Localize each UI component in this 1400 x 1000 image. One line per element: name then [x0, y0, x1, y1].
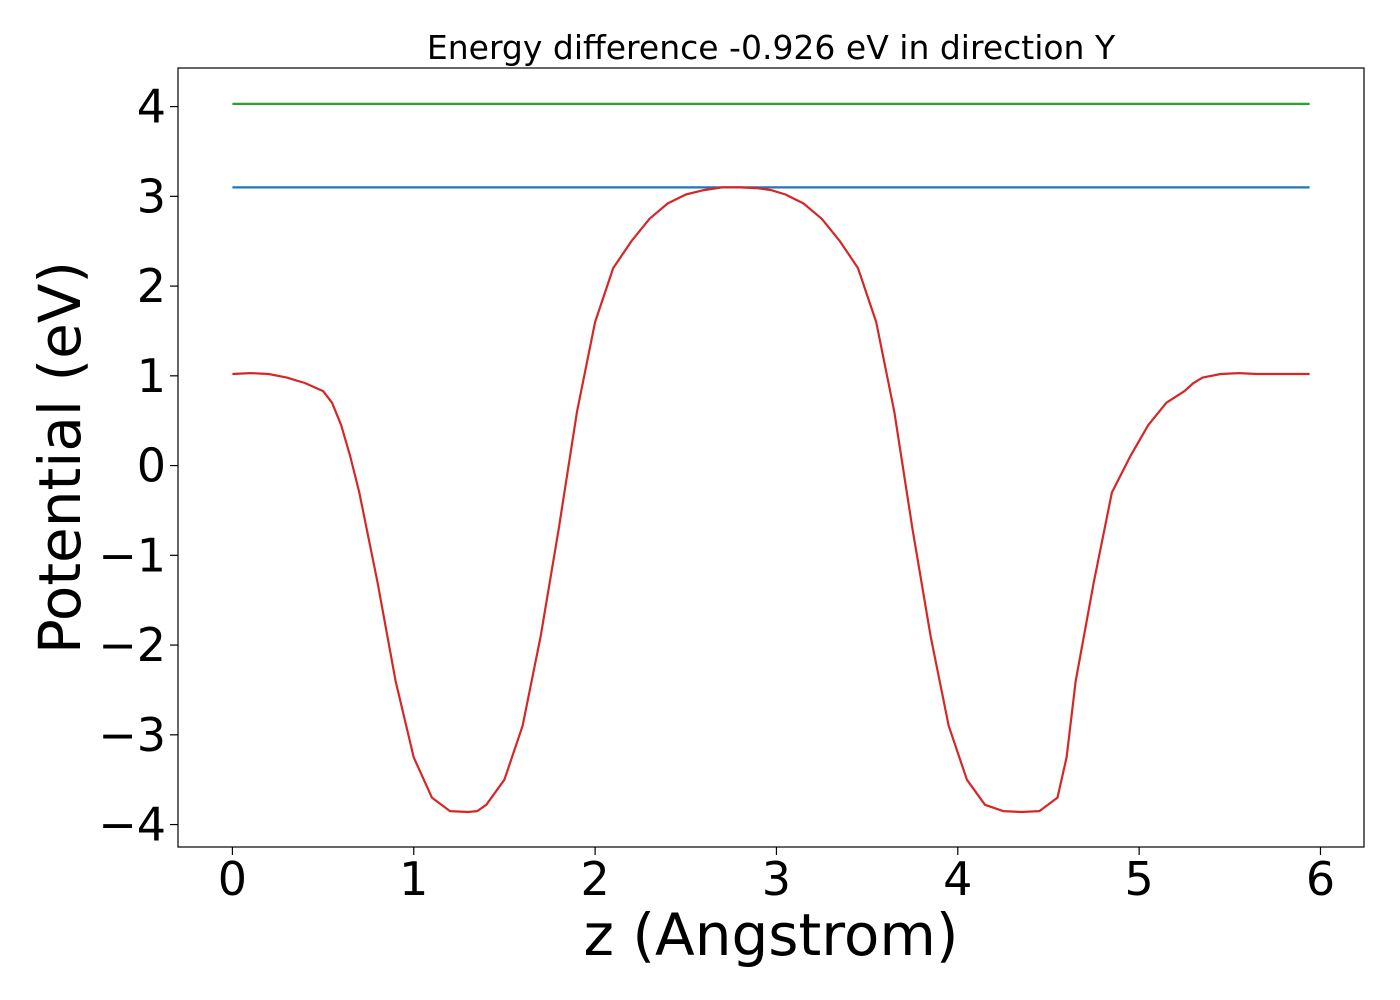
x-tick-label: 5	[1124, 852, 1153, 906]
y-tick-label: −1	[98, 528, 166, 582]
x-tick-label: 0	[218, 852, 247, 906]
y-axis-label: Potential (eV)	[26, 261, 94, 654]
x-tick-label: 2	[580, 852, 609, 906]
x-tick-label: 3	[762, 852, 791, 906]
y-tick-label: 1	[137, 349, 166, 403]
y-tick-label: −3	[98, 708, 166, 762]
y-tick-label: 3	[137, 169, 166, 223]
x-axis-label: z (Angstrom)	[584, 901, 959, 969]
y-tick-label: −4	[98, 798, 166, 852]
plot-frame	[177, 67, 1365, 848]
x-tick-label: 4	[943, 852, 972, 906]
plot-lines	[232, 102, 1310, 814]
x-tick-label: 6	[1306, 852, 1335, 906]
y-tick-label: 0	[137, 439, 166, 493]
y-tick-label: 4	[137, 80, 166, 134]
x-axis-ticks: 0 1 2 3 4 5 6	[218, 847, 1335, 906]
y-tick-label: 2	[137, 259, 166, 313]
series-line-3	[232, 186, 1310, 814]
chart-title: Energy difference -0.926 eV in direction…	[427, 28, 1116, 67]
y-tick-label: −2	[98, 618, 166, 672]
y-axis-ticks: −4 −3 −2 −1 0 1 2 3 4	[98, 80, 178, 852]
x-tick-label: 1	[399, 852, 428, 906]
